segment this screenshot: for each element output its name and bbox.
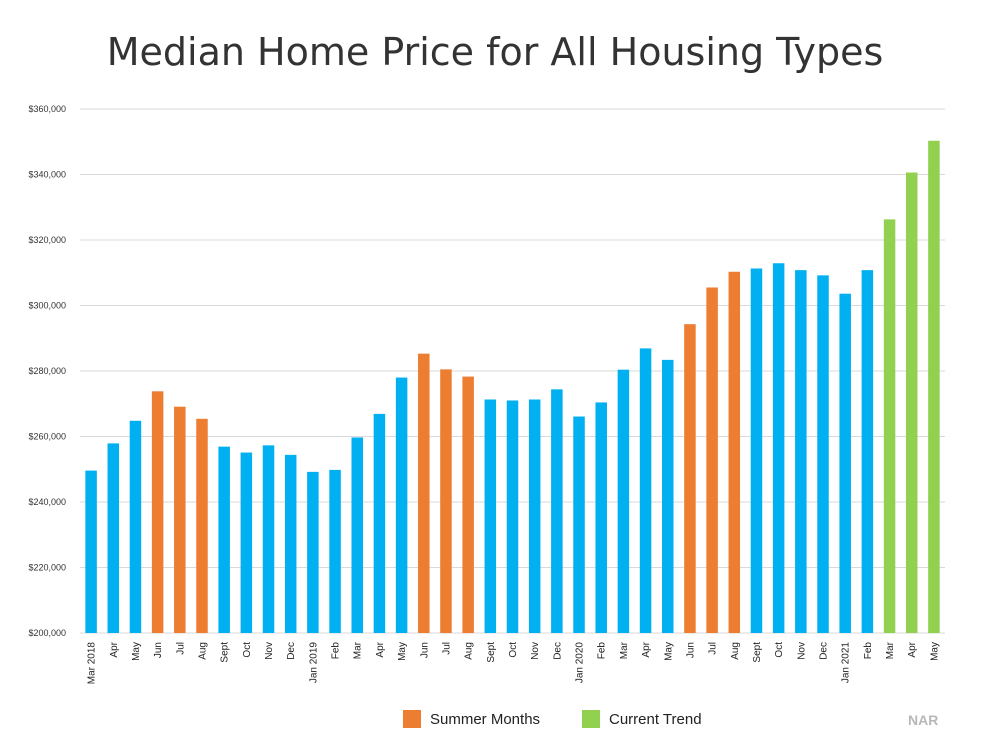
- bar: [839, 293, 851, 633]
- x-tick-label: Apr: [109, 641, 120, 657]
- legend-item-summer: Summer Months: [403, 710, 540, 728]
- bar: [284, 454, 297, 633]
- y-tick-label: $200,000: [28, 628, 66, 638]
- bar: [129, 420, 142, 633]
- bar: [617, 369, 630, 633]
- bar: [373, 413, 386, 633]
- y-tick-label: $220,000: [28, 563, 66, 573]
- x-tick-label: Jun: [685, 642, 696, 658]
- y-axis-tick-labels: $200,000 $220,000 $240,000 $260,000 $280,000…: [28, 104, 66, 638]
- x-tick-label: Mar 2018: [87, 642, 98, 685]
- x-tick-label: Feb: [863, 642, 874, 660]
- bar: [706, 287, 718, 633]
- x-tick-label: May: [131, 642, 142, 661]
- x-tick-label: Oct: [508, 642, 519, 658]
- x-tick-label: Nov: [796, 642, 807, 660]
- bar: [418, 353, 430, 633]
- bar: [595, 402, 607, 633]
- chart-title: Median Home Price for All Housing Types: [106, 30, 884, 74]
- x-tick-label: Sept: [486, 642, 497, 663]
- y-tick-label: $300,000: [28, 301, 66, 311]
- bar: [861, 270, 874, 633]
- x-tick-label: Feb: [597, 642, 608, 660]
- x-tick-label: Dec: [286, 642, 297, 660]
- x-tick-label: Jan 2020: [575, 642, 586, 684]
- bar: [684, 324, 696, 633]
- x-tick-label: Aug: [197, 642, 208, 660]
- bar: [462, 376, 474, 633]
- x-tick-label: May: [397, 642, 408, 661]
- bar: [506, 400, 519, 633]
- x-tick-label: Oct: [242, 642, 253, 658]
- bar: [662, 359, 674, 633]
- bar: [750, 268, 763, 633]
- legend-item-trend: Current Trend: [582, 710, 702, 728]
- x-tick-label: Sept: [752, 642, 763, 663]
- bar: [240, 452, 253, 633]
- bar: [351, 437, 363, 633]
- x-tick-label: Jan 2021: [841, 642, 852, 684]
- bar: [307, 471, 319, 633]
- bar: [484, 399, 497, 633]
- x-tick-label: Aug: [464, 642, 475, 660]
- bar: [440, 369, 452, 633]
- legend-swatch-trend: [582, 710, 600, 728]
- x-tick-label: Nov: [264, 642, 275, 660]
- bar: [905, 172, 918, 633]
- bar: [85, 470, 97, 633]
- bar: [329, 469, 341, 633]
- bar: [395, 377, 408, 633]
- bar: [151, 391, 164, 633]
- bar: [551, 389, 563, 633]
- x-tick-label: Aug: [730, 642, 741, 660]
- legend-swatch-summer: [403, 710, 421, 728]
- bar: [928, 140, 940, 633]
- y-tick-label: $280,000: [28, 366, 66, 376]
- x-tick-label: May: [929, 642, 940, 661]
- x-tick-label: Apr: [907, 641, 918, 657]
- source-label: NAR: [908, 712, 939, 728]
- x-tick-label: Mar: [885, 641, 896, 659]
- x-tick-label: Feb: [331, 642, 342, 660]
- x-tick-label: Apr: [641, 641, 652, 657]
- x-tick-label: Nov: [530, 642, 541, 660]
- bar: [107, 443, 120, 633]
- bar: [639, 348, 652, 633]
- x-tick-label: Jul: [175, 642, 186, 655]
- bar: [728, 271, 741, 633]
- x-tick-label: Dec: [819, 642, 830, 660]
- x-tick-label: Jun: [419, 642, 430, 658]
- x-axis-tick-labels: Mar 2018 Apr May Jun Jul Aug Sept Oct Nov Dec Jan …: [87, 641, 941, 684]
- bar: [573, 416, 585, 633]
- legend-label-summer: Summer Months: [430, 710, 541, 728]
- bar: [196, 418, 208, 633]
- y-tick-label: $260,000: [28, 432, 66, 442]
- x-tick-label: Jun: [153, 642, 164, 658]
- bar: [817, 275, 829, 633]
- x-tick-label: Jul: [441, 642, 452, 655]
- x-tick-label: Jul: [708, 642, 719, 655]
- bar: [174, 406, 186, 633]
- bar: [262, 445, 275, 633]
- bar: [883, 219, 896, 633]
- bars: [85, 140, 940, 633]
- x-tick-label: Mar: [353, 641, 364, 659]
- bar: [528, 399, 541, 633]
- x-tick-label: Sept: [220, 642, 231, 663]
- x-tick-label: May: [663, 642, 674, 661]
- x-tick-label: Oct: [774, 642, 785, 658]
- x-tick-label: Dec: [552, 642, 563, 660]
- y-tick-label: $320,000: [28, 235, 66, 245]
- x-tick-label: Jan 2019: [308, 642, 319, 684]
- bar: [772, 263, 785, 633]
- y-tick-label: $340,000: [28, 170, 66, 180]
- y-tick-label: $360,000: [28, 104, 66, 114]
- bar: [218, 446, 230, 633]
- bar: [795, 270, 807, 633]
- x-tick-label: Mar: [619, 641, 630, 659]
- x-tick-label: Apr: [375, 641, 386, 657]
- legend-label-trend: Current Trend: [609, 710, 702, 728]
- y-tick-label: $240,000: [28, 497, 66, 507]
